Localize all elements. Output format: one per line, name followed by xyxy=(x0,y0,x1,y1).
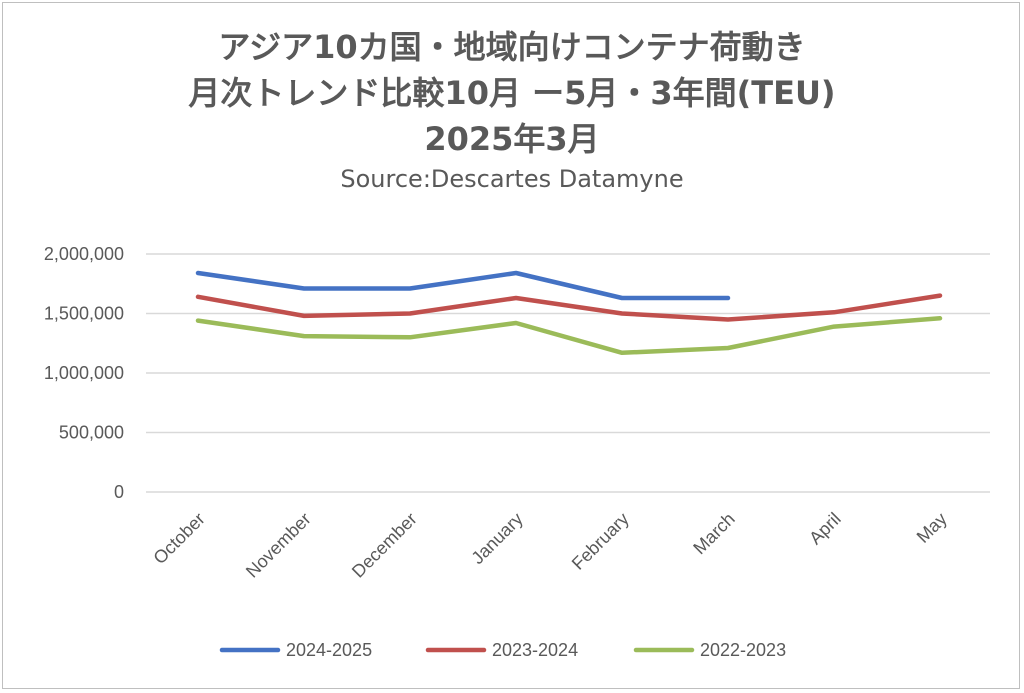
legend: 2024-2025 2023-2024 2022-2023 xyxy=(219,640,786,660)
y-tick-label: 1,000,000 xyxy=(44,363,124,383)
series-line-2023-2024 xyxy=(195,293,943,322)
chart-title-line-3: 2025年3月 xyxy=(424,120,600,158)
series-line-2024-2025 xyxy=(195,270,731,301)
legend-label: 2023-2024 xyxy=(492,640,578,660)
chart-title: アジア10カ国・地域向けコンテナ荷動き 月次トレンド比較10月 ー5月・3年間(… xyxy=(0,24,1024,196)
legend-label: 2024-2025 xyxy=(286,640,372,660)
x-tick-label: April xyxy=(805,509,845,549)
x-tick-label: January xyxy=(467,509,526,568)
x-tick-label: May xyxy=(913,509,951,547)
series-line-2022-2023 xyxy=(195,316,943,356)
x-tick-label: November xyxy=(242,509,315,582)
y-tick-label: 0 xyxy=(114,482,124,502)
x-tick-label: March xyxy=(689,509,739,559)
y-tick-label: 2,000,000 xyxy=(44,244,124,264)
x-tick-label: October xyxy=(149,509,208,568)
legend-label: 2022-2023 xyxy=(700,640,786,660)
x-tick-label: December xyxy=(348,509,421,582)
y-tick-label: 500,000 xyxy=(59,423,124,443)
x-axis-ticks: October November December January February Ma… xyxy=(149,509,950,582)
series-lines xyxy=(195,270,943,356)
chart-title-line-1: アジア10カ国・地域向けコンテナ荷動き xyxy=(218,28,806,66)
y-tick-label: 1,500,000 xyxy=(44,304,124,324)
y-axis-ticks: 0 500,000 1,000,000 1,500,000 2,000,000 xyxy=(44,244,124,502)
chart-title-line-2: 月次トレンド比較10月 ー5月・3年間(TEU) xyxy=(188,74,836,112)
chart-subtitle: Source:Descartes Datamyne xyxy=(340,165,684,193)
x-tick-label: February xyxy=(568,509,633,574)
gridlines xyxy=(146,253,990,493)
